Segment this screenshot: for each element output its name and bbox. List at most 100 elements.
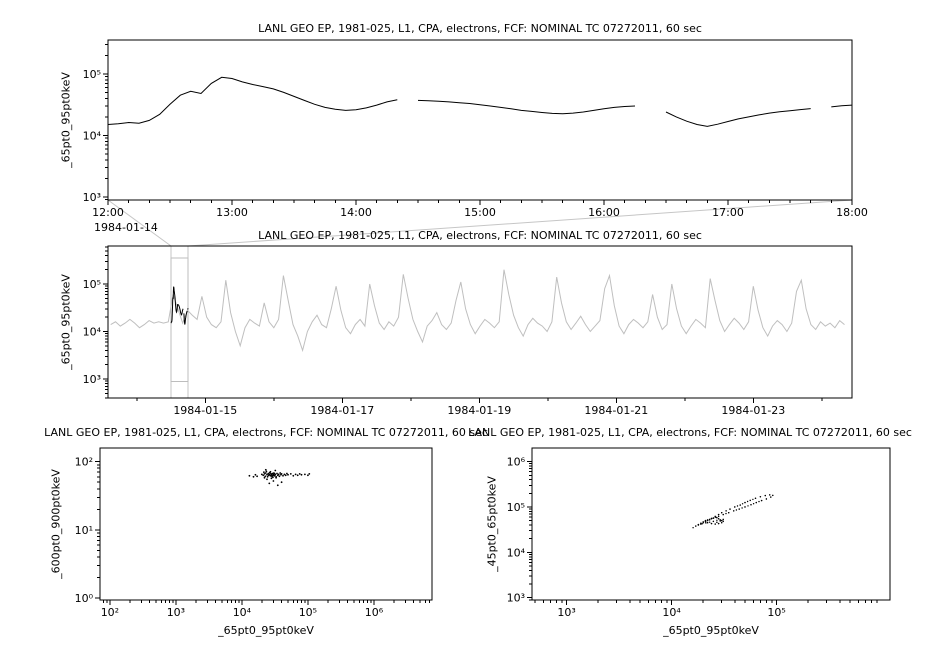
series-point <box>265 470 268 473</box>
series-point <box>717 522 720 525</box>
series-point <box>264 468 267 471</box>
series-point <box>706 522 709 524</box>
series-point <box>254 473 257 476</box>
x-tick-label: 16:00 <box>588 206 620 219</box>
panel2-plot-area[interactable] <box>108 246 852 398</box>
series-point <box>268 482 271 485</box>
panel4-xlabel: _65pt0_95pt0keV <box>663 624 759 637</box>
series-point <box>738 508 740 510</box>
plot-frame <box>107 245 853 399</box>
series-point <box>279 472 282 474</box>
series-point <box>733 510 735 512</box>
series-point <box>705 522 707 524</box>
series-point <box>268 473 271 476</box>
series-point <box>283 473 286 476</box>
series-point <box>697 523 700 526</box>
series-point <box>289 473 292 475</box>
panel4-plot-area[interactable] <box>532 448 890 600</box>
series-point <box>722 520 724 523</box>
x-tick-label: 10³ <box>557 606 575 619</box>
x-tick-label: 15:00 <box>464 206 496 219</box>
series-point <box>739 504 741 506</box>
series-point <box>708 518 711 521</box>
series-point <box>722 513 724 516</box>
x-tick-label: 10⁵ <box>299 606 317 619</box>
series-point <box>274 473 277 476</box>
x-tick-label: 10⁴ <box>662 606 681 619</box>
series-point <box>736 505 739 507</box>
series-point <box>274 469 277 472</box>
series-point <box>758 500 760 503</box>
series-point <box>741 503 744 505</box>
x-tick-label: 17:00 <box>712 206 744 219</box>
x-tick-label: 10² <box>101 606 119 619</box>
series-point <box>264 472 267 474</box>
y-tick-label: 10⁴ <box>507 546 526 559</box>
series-point <box>710 517 713 520</box>
series-point <box>308 473 311 475</box>
x-tick-label: 10³ <box>167 606 185 619</box>
series-point <box>721 522 723 524</box>
panel3-plot-area[interactable] <box>100 448 432 600</box>
series-point <box>755 501 757 504</box>
series-point <box>248 474 251 477</box>
series-point <box>266 478 268 481</box>
series-point <box>712 517 715 519</box>
panel4-ylabel: _45pt0_65pt0keV <box>485 476 499 572</box>
series-point <box>744 501 746 504</box>
series-point <box>277 473 280 476</box>
series-point <box>701 523 703 525</box>
x-tick-label: 18:00 <box>836 206 868 219</box>
series-point <box>270 473 273 476</box>
series-point <box>286 472 288 475</box>
x-tick-label: 12:00 <box>92 206 124 219</box>
series-point <box>744 506 746 508</box>
y-tick-label: 10⁵ <box>83 278 101 291</box>
series-point <box>296 474 299 477</box>
series-point <box>269 470 272 473</box>
series-point <box>741 507 743 509</box>
y-tick-label: 10³ <box>83 373 101 386</box>
series-point <box>700 522 702 524</box>
panel3-title: LANL GEO EP, 1981-025, L1, CPA, electron… <box>44 426 488 439</box>
y-tick-label: 10⁰ <box>75 592 94 605</box>
y-tick-label: 10¹ <box>75 524 93 537</box>
series-point <box>716 521 718 523</box>
series-point <box>719 520 721 522</box>
series-point <box>276 472 278 475</box>
series-point <box>282 474 284 477</box>
x-tick-label: 1984-01-21 <box>584 404 648 417</box>
x-tick-label: 10⁵ <box>767 606 785 619</box>
series-point <box>307 474 309 477</box>
series-point <box>292 474 295 477</box>
context-connector-line <box>188 199 853 247</box>
series-point <box>706 519 709 521</box>
panel2-title: LANL GEO EP, 1981-025, L1, CPA, electron… <box>258 229 702 242</box>
series-point <box>263 476 266 479</box>
series-point <box>764 494 766 497</box>
panel3-ylabel: _600pt0_900pt0keV <box>49 469 63 579</box>
x-tick-label: 1984-01-15 <box>173 404 237 417</box>
series-point <box>710 522 713 525</box>
series-point <box>263 473 266 475</box>
series-point <box>754 497 757 499</box>
series-line-electron-flux-65-95keV-context <box>110 269 845 353</box>
series-point <box>717 513 720 516</box>
series-point <box>272 480 275 482</box>
series-point <box>704 519 707 522</box>
x-tick-label: 10⁴ <box>233 606 252 619</box>
series-point <box>735 509 738 511</box>
panel1-plot-area[interactable] <box>108 40 852 200</box>
series-point <box>715 516 717 518</box>
y-tick-label: 10² <box>75 456 93 469</box>
series-point <box>725 510 727 512</box>
series-point <box>759 496 762 498</box>
x-tick-label: 10⁶ <box>365 606 384 619</box>
x-tick-label: 13:00 <box>216 206 248 219</box>
series-point <box>284 474 287 477</box>
series-point <box>716 519 718 521</box>
panel1-title: LANL GEO EP, 1981-025, L1, CPA, electron… <box>258 22 702 35</box>
series-line-electron-flux-65-95keV-selected <box>170 286 189 325</box>
